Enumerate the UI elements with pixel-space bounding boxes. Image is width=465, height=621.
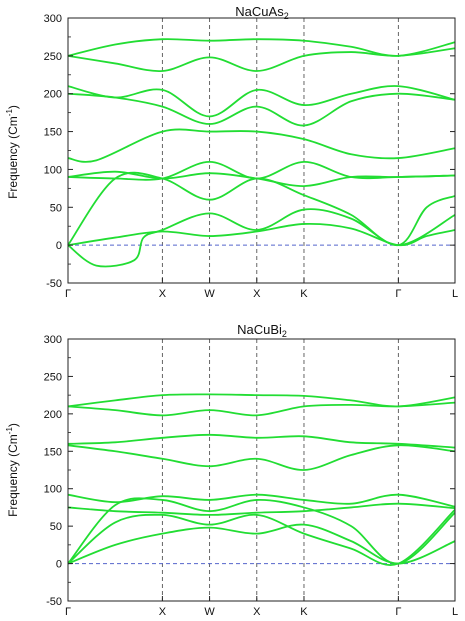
dispersion-branch — [67, 523, 456, 565]
y-tick-label: 200 — [44, 89, 62, 101]
y-tick-label: 150 — [44, 127, 62, 139]
plot-frame — [67, 338, 456, 602]
y-tick-label: 250 — [44, 371, 62, 383]
dispersion-branch — [67, 393, 456, 408]
dispersion-branch — [67, 128, 456, 163]
y-tick-label: 0 — [56, 240, 62, 252]
x-tick-label: Γ — [395, 606, 401, 618]
dispersion-branch — [67, 85, 456, 118]
dispersion-branch — [67, 444, 456, 471]
x-tick-label: K — [300, 606, 308, 618]
y-tick-label: 300 — [44, 13, 62, 25]
dispersion-branch — [67, 401, 456, 417]
dispersion-branch — [67, 47, 456, 72]
x-tick-label: Γ — [65, 288, 71, 300]
y-tick-label: 250 — [44, 51, 62, 63]
dispersion-branch — [67, 433, 456, 449]
dispersion-branch — [67, 171, 456, 247]
panel-bottom: NaCuBi2 Frequency (Cm-1) -50 0 50 100 150 200… — [5, 322, 458, 618]
x-tick-label: X — [159, 288, 167, 300]
dispersion-branch — [67, 497, 456, 565]
y-tick-label: 50 — [50, 521, 62, 533]
x-tick-label: L — [452, 606, 458, 618]
x-tick-label: W — [204, 606, 215, 618]
x-tick-label: Γ — [65, 606, 71, 618]
y-tick-label: 100 — [44, 164, 62, 176]
y-tick-label: 200 — [44, 409, 62, 421]
dispersion-branch — [67, 92, 456, 127]
x-tick-label: X — [159, 606, 167, 618]
dispersion-branch — [67, 160, 456, 181]
x-tick-label: L — [452, 288, 458, 300]
dispersion-branch — [67, 222, 456, 247]
y-axis-label-top: Frequency (Cm-1) — [5, 105, 20, 199]
dispersion-branch — [67, 38, 456, 57]
y-tick-label: 0 — [56, 559, 62, 571]
x-tick-label: W — [204, 288, 215, 300]
dispersion-branch — [67, 195, 456, 268]
y-tick-label: 300 — [44, 334, 62, 346]
panel-top: NaCuAs2 Frequency (Cm-1) -50 0 50 100 150 200… — [5, 4, 458, 300]
dispersion-branch — [67, 502, 456, 516]
y-tick-label: 150 — [44, 446, 62, 458]
x-tick-label: Γ — [395, 288, 401, 300]
dispersion-branch — [67, 493, 456, 508]
plot-area-top: -50 0 50 100 150 200 250 300 Γ X W X K Γ L — [44, 13, 458, 300]
chart-title-top: NaCuAs2 — [235, 4, 288, 21]
y-tick-label: 50 — [50, 202, 62, 214]
y-axis-label-bottom: Frequency (Cm-1) — [5, 423, 20, 517]
y-tick-label: 100 — [44, 484, 62, 496]
plot-area-bottom: -50 0 50 100 150 200 250 300 Γ X W X K Γ L — [44, 334, 458, 618]
y-tick-label: -50 — [46, 278, 62, 290]
chart-title-bottom: NaCuBi2 — [237, 322, 287, 339]
x-tick-label: X — [253, 288, 261, 300]
x-tick-label: X — [253, 606, 261, 618]
y-tick-label: -50 — [46, 596, 62, 608]
plot-frame — [67, 17, 456, 284]
x-tick-label: K — [300, 288, 308, 300]
dispersion-branch — [67, 509, 456, 566]
